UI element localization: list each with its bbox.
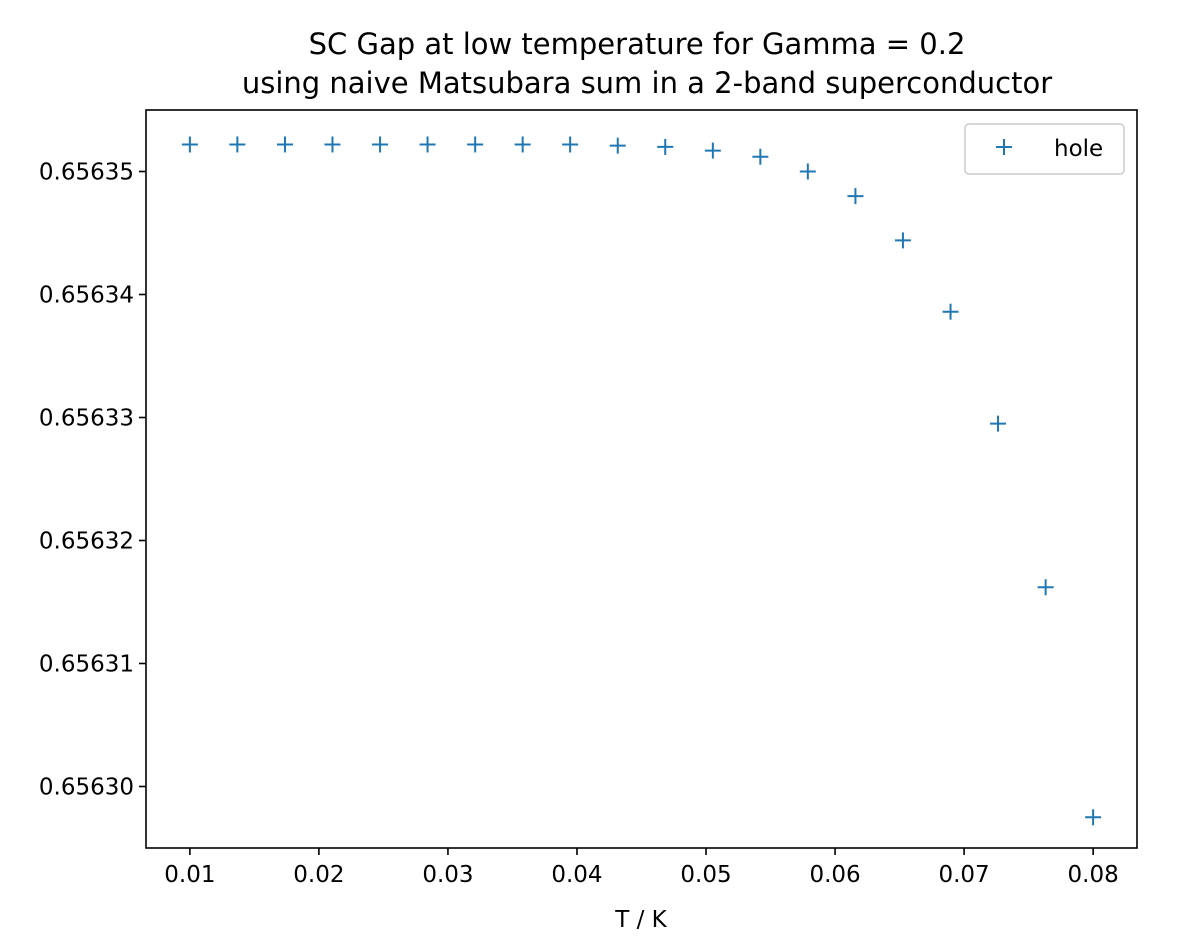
data-point bbox=[847, 188, 864, 205]
x-tick-label: 0.07 bbox=[938, 862, 989, 888]
data-point bbox=[372, 136, 389, 153]
data-point bbox=[894, 232, 911, 249]
x-tick-label: 0.08 bbox=[1068, 862, 1119, 888]
data-points bbox=[181, 136, 1102, 826]
x-tick-label: 0.01 bbox=[164, 862, 215, 888]
data-point bbox=[1037, 579, 1054, 596]
data-point bbox=[609, 137, 626, 154]
y-tick-label: 0.65634 bbox=[39, 283, 134, 309]
legend-plus-marker bbox=[996, 139, 1012, 155]
x-tick-label: 0.05 bbox=[680, 862, 731, 888]
data-point bbox=[229, 136, 246, 153]
x-tick-label: 0.04 bbox=[551, 862, 602, 888]
data-point bbox=[704, 142, 721, 159]
data-point bbox=[324, 136, 341, 153]
legend-box bbox=[964, 123, 1125, 175]
data-point bbox=[752, 148, 769, 165]
legend-marker-icon bbox=[996, 139, 1012, 155]
plot-frame bbox=[145, 109, 1138, 849]
y-tick-label: 0.65630 bbox=[39, 775, 134, 801]
chart-title: SC Gap at low temperature for Gamma = 0.… bbox=[309, 27, 966, 61]
data-point bbox=[657, 138, 674, 155]
data-point bbox=[942, 303, 959, 320]
data-point bbox=[467, 136, 484, 153]
y-tick-label: 0.65632 bbox=[39, 529, 134, 555]
data-point bbox=[419, 136, 436, 153]
x-tick-label: 0.06 bbox=[809, 862, 860, 888]
data-point bbox=[181, 136, 198, 153]
legend: hole bbox=[964, 123, 1125, 175]
legend-label: hole bbox=[1054, 136, 1103, 162]
y-tick-label: 0.65635 bbox=[39, 160, 134, 186]
chart-subtitle: using naive Matsubara sum in a 2-band su… bbox=[242, 66, 1052, 100]
data-point bbox=[990, 415, 1007, 432]
x-axis-ticks: 0.01 0.02 0.03 0.04 0.05 0.06 0.07 0.08 bbox=[164, 848, 1119, 888]
data-point bbox=[276, 136, 293, 153]
x-tick-label: 0.03 bbox=[422, 862, 473, 888]
y-tick-label: 0.65631 bbox=[39, 652, 134, 678]
data-point bbox=[1085, 809, 1102, 826]
x-tick-label: 0.02 bbox=[293, 862, 344, 888]
x-axis-label: T / K bbox=[614, 907, 667, 933]
data-point bbox=[799, 163, 816, 180]
data-point bbox=[562, 136, 579, 153]
y-tick-label: 0.65633 bbox=[39, 406, 134, 432]
data-point bbox=[514, 136, 531, 153]
y-axis-ticks: 0.65630 0.65631 0.65632 0.65633 0.65634 0.656… bbox=[39, 160, 146, 801]
